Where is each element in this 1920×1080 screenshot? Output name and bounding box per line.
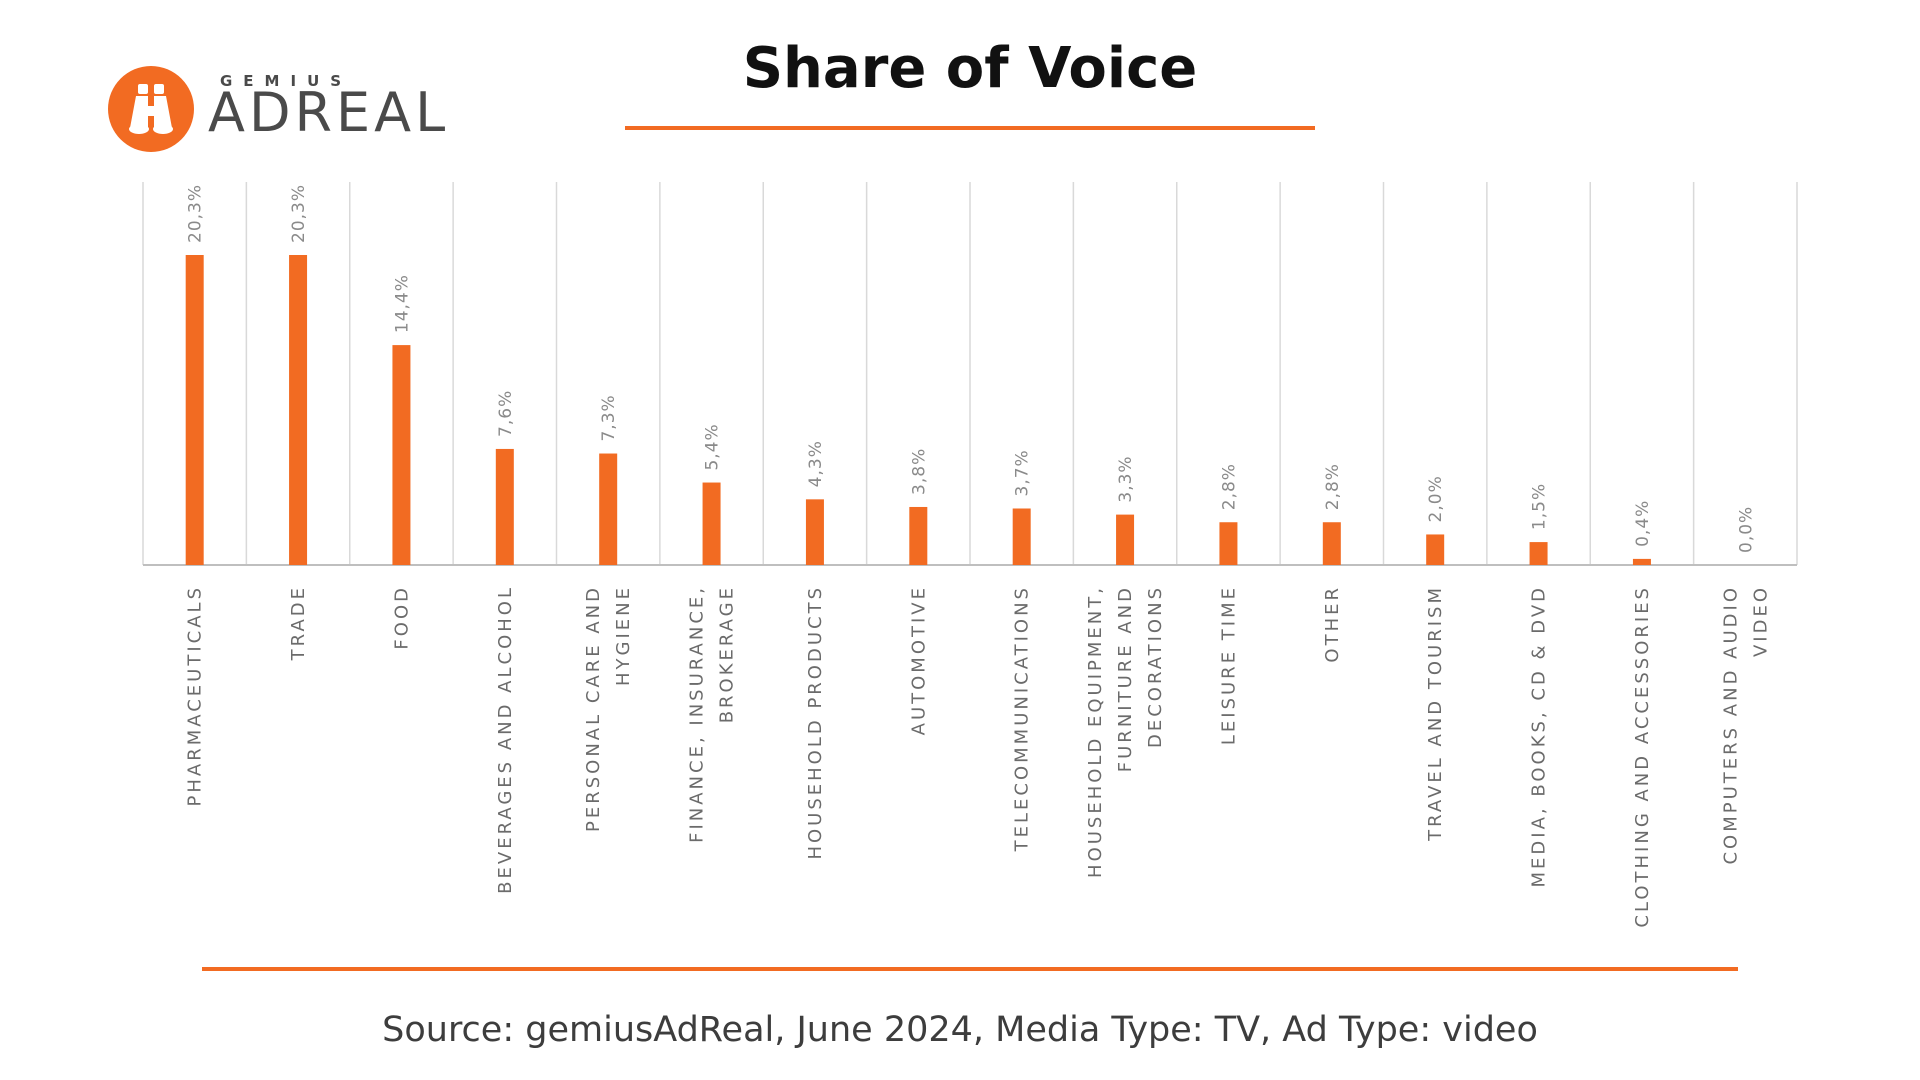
category-label-9: HOUSEHOLD EQUIPMENT, FURNITURE AND DECORAT…	[1085, 585, 1166, 878]
bar-10	[1219, 522, 1238, 565]
chart-bars	[185, 255, 1651, 565]
data-label-14: 0,4%	[1633, 500, 1653, 547]
category-label-7: AUTOMOTIVE	[908, 585, 929, 735]
bar-9	[1116, 514, 1135, 565]
bar-1	[289, 255, 308, 565]
bar-4	[599, 453, 618, 565]
data-label-1: 20,3%	[289, 184, 309, 243]
category-label-line: FOOD	[391, 585, 412, 650]
bar-3	[495, 448, 514, 565]
category-label-line: MEDIA, BOOKS, CD & DVD	[1529, 585, 1550, 888]
category-label-0: PHARMACEUTICALS	[185, 585, 206, 807]
bar-chart: 20,3% 20,3% 14,4% 7,6% 7,3% 5,4% 4,3% 3,8% 3,7% 3…	[142, 182, 1798, 928]
bar-12	[1426, 534, 1445, 565]
category-label-line: AUTOMOTIVE	[908, 585, 929, 735]
category-label-line: LEISURE TIME	[1218, 585, 1239, 745]
category-label-4: PERSONAL CARE AND HYGIENE	[583, 585, 634, 832]
category-label-line: PERSONAL CARE AND	[583, 585, 604, 832]
data-label-5: 5,4%	[703, 423, 723, 470]
data-label-12: 2,0%	[1426, 475, 1446, 522]
category-label-13: MEDIA, BOOKS, CD & DVD	[1529, 585, 1550, 888]
category-label-5: FINANCE, INSURANCE, BROKERAGE	[687, 585, 738, 843]
category-label-15: COMPUTERS AND AUDIO VIDEO	[1720, 585, 1771, 865]
category-label-14: CLOTHING AND ACCESSORIES	[1632, 585, 1653, 928]
page-title: Share of Voice	[742, 36, 1198, 101]
data-label-6: 4,3%	[806, 440, 826, 487]
data-label-4: 7,3%	[599, 394, 619, 441]
bar-7	[909, 506, 928, 565]
category-label-6: HOUSEHOLD PRODUCTS	[805, 585, 826, 860]
data-label-2: 14,4%	[392, 274, 412, 333]
data-label-3: 7,6%	[496, 390, 516, 437]
category-label-line: PHARMACEUTICALS	[185, 585, 206, 807]
category-label-line: OTHER	[1322, 585, 1343, 663]
chart-grid	[142, 182, 1798, 566]
logo-brand-name: ADREAL	[208, 81, 450, 144]
category-label-1: TRADE	[288, 585, 309, 661]
category-label-line: FINANCE, INSURANCE,	[687, 585, 708, 843]
data-label-9: 3,3%	[1116, 455, 1136, 502]
data-label-11: 2,8%	[1323, 463, 1343, 510]
category-label-11: OTHER	[1322, 585, 1343, 663]
category-label-line: HOUSEHOLD EQUIPMENT,	[1085, 585, 1106, 878]
bar-8	[1012, 508, 1031, 565]
category-label-2: FOOD	[391, 585, 412, 650]
bar-14	[1632, 558, 1651, 565]
data-label-7: 3,8%	[909, 448, 929, 495]
category-label-line: DECORATIONS	[1145, 585, 1166, 748]
category-label-line: HOUSEHOLD PRODUCTS	[805, 585, 826, 860]
category-label-line: TRAVEL AND TOURISM	[1425, 585, 1446, 842]
logo: GEMIUS ADREAL	[108, 62, 448, 162]
data-label-10: 2,8%	[1219, 463, 1239, 510]
category-label-line: COMPUTERS AND AUDIO	[1720, 585, 1741, 865]
logo-brand-small: GEMIUS	[220, 72, 353, 90]
category-label-line: FURNITURE AND	[1115, 585, 1136, 772]
bottom-divider	[202, 967, 1738, 971]
category-label-12: TRAVEL AND TOURISM	[1425, 585, 1446, 842]
data-label-0: 20,3%	[186, 184, 206, 243]
chart-data-labels: 20,3% 20,3% 14,4% 7,6% 7,3% 5,4% 4,3% 3,8% 3,7% 3…	[186, 184, 1757, 553]
category-label-line: BEVERAGES AND ALCOHOL	[495, 585, 516, 894]
bar-13	[1529, 542, 1548, 565]
bar-11	[1322, 522, 1341, 565]
category-label-line: HYGIENE	[613, 585, 634, 686]
title-underline	[625, 126, 1315, 130]
binoculars-icon	[108, 66, 194, 152]
data-label-13: 1,5%	[1530, 483, 1550, 530]
bar-6	[805, 499, 824, 565]
bar-0	[185, 255, 204, 565]
bar-5	[702, 482, 721, 565]
chart-category-labels: PHARMACEUTICALS TRADE FOOD BEVERAGES AND AL…	[185, 585, 1772, 928]
category-label-line: TELECOMMUNICATIONS	[1012, 585, 1033, 852]
category-label-10: LEISURE TIME	[1218, 585, 1239, 745]
data-label-8: 3,7%	[1013, 449, 1033, 496]
source-note: Source: gemiusAdReal, June 2024, Media T…	[382, 1010, 1538, 1050]
category-label-line: CLOTHING AND ACCESSORIES	[1632, 585, 1653, 928]
category-label-line: BROKERAGE	[717, 585, 738, 723]
category-label-line: TRADE	[288, 585, 309, 661]
bar-2	[392, 345, 411, 565]
category-label-line: VIDEO	[1750, 585, 1771, 657]
category-label-3: BEVERAGES AND ALCOHOL	[495, 585, 516, 894]
data-label-15: 0,0%	[1736, 506, 1756, 553]
category-label-8: TELECOMMUNICATIONS	[1012, 585, 1033, 852]
